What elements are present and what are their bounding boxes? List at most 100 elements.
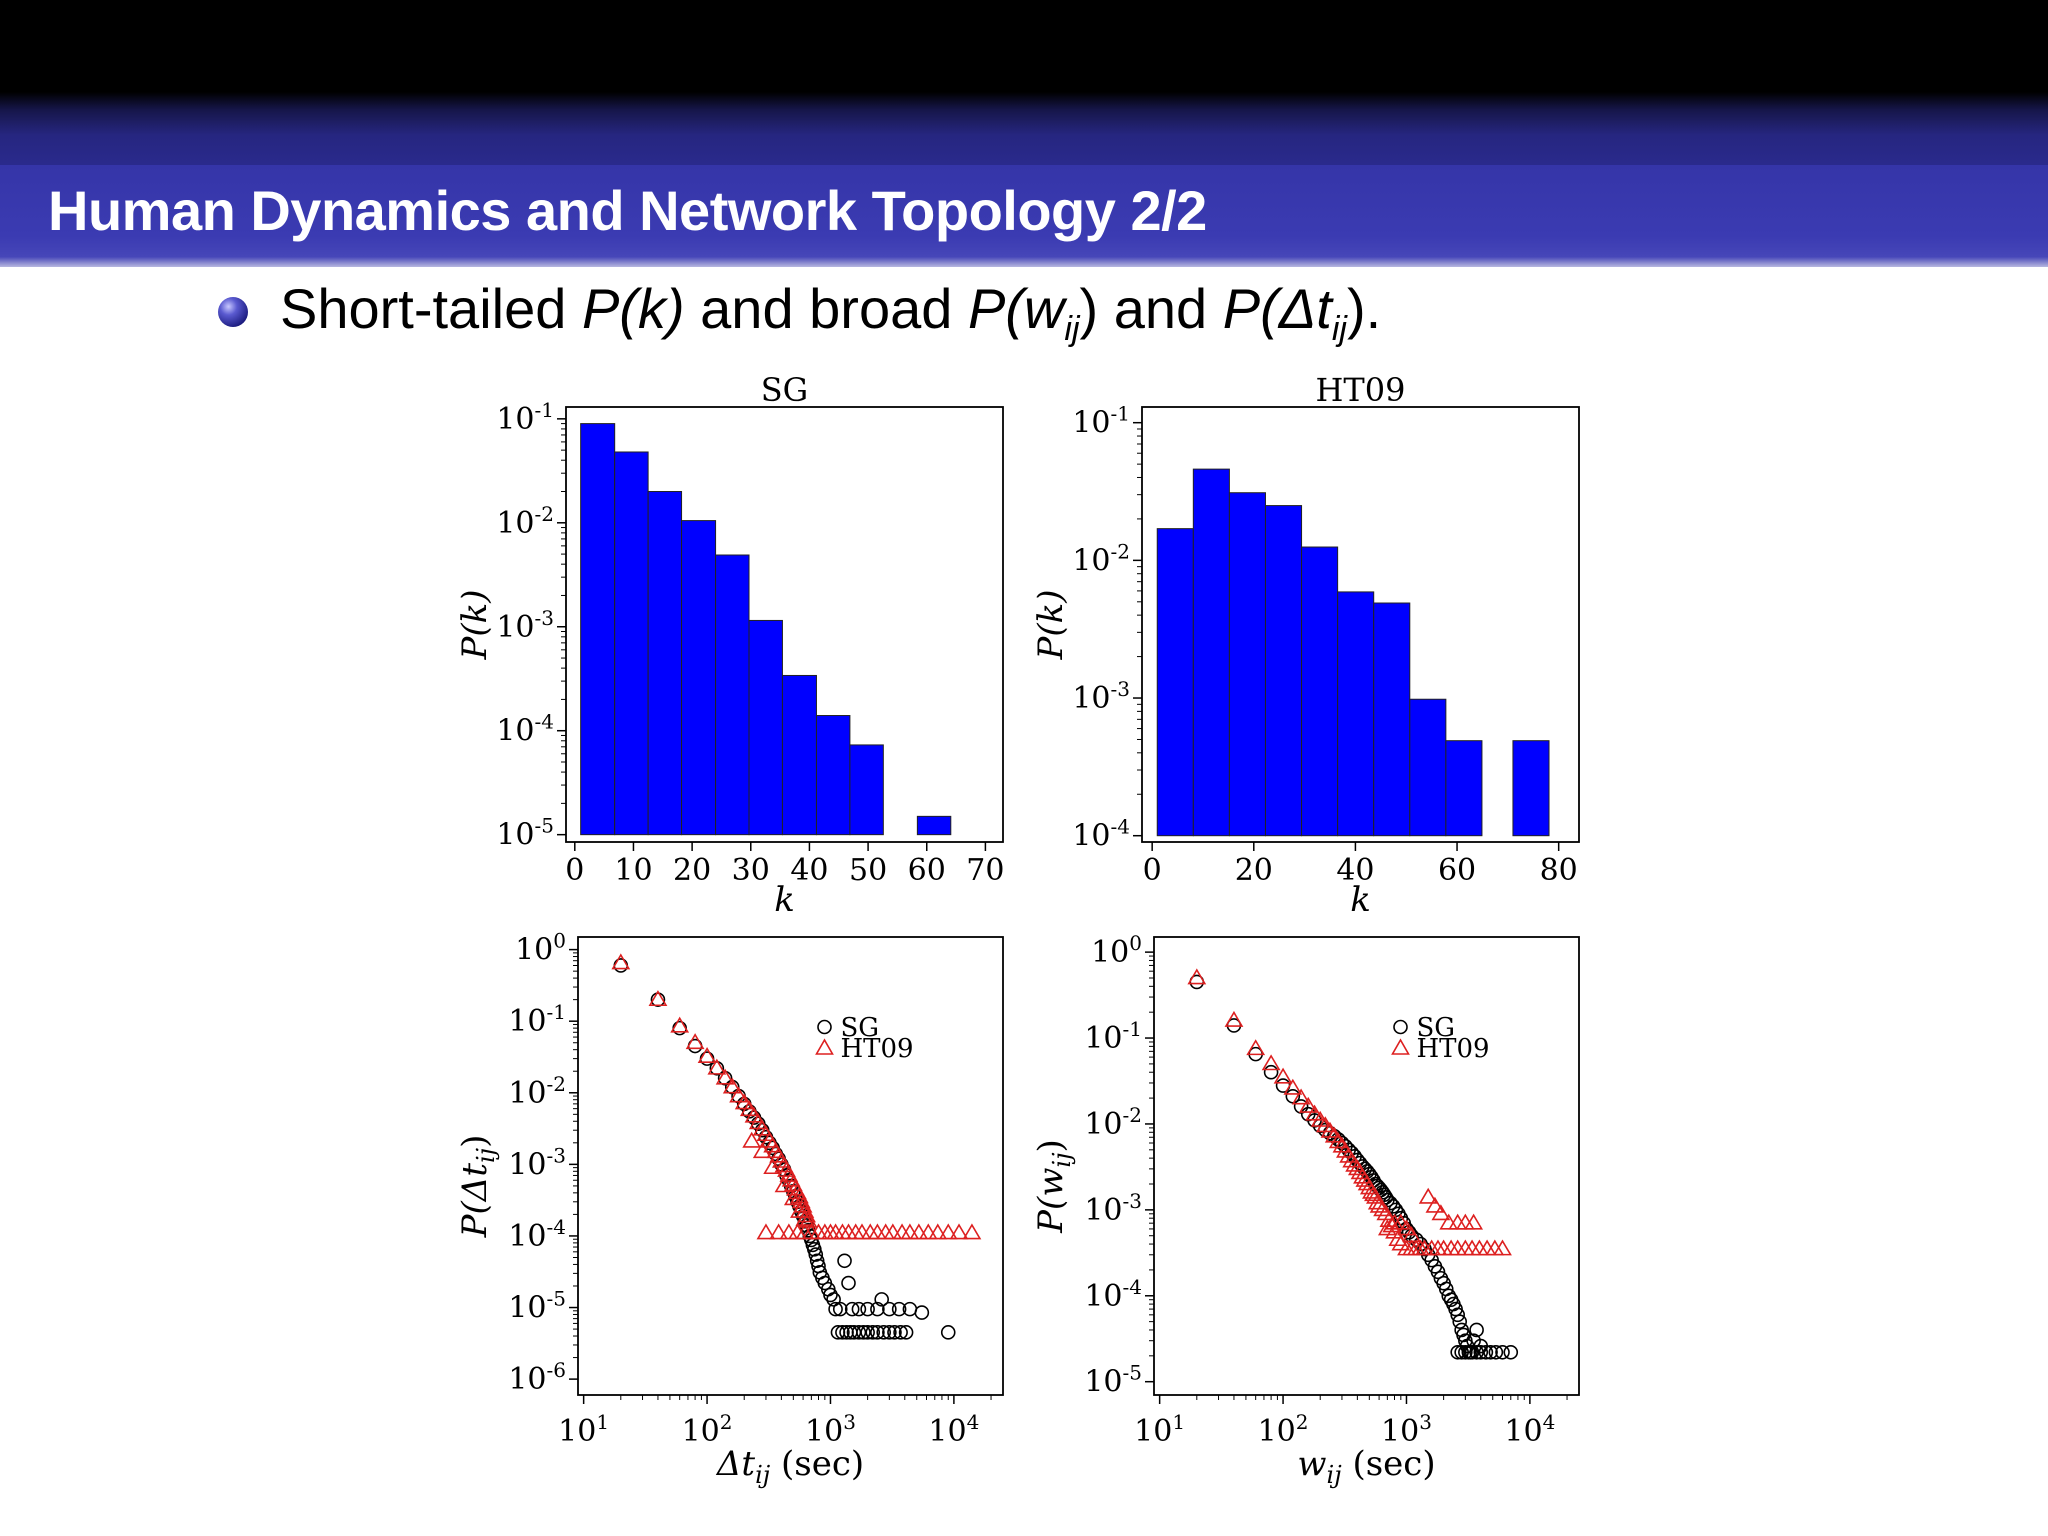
y-tick-label: 10-3	[508, 1143, 566, 1182]
point-sg	[837, 1253, 852, 1269]
point-ht09	[938, 1223, 958, 1240]
point-ht09	[715, 1068, 735, 1085]
bullet-pw-close: )	[1079, 276, 1099, 340]
histogram-bar	[580, 423, 616, 836]
point-sg	[1473, 1344, 1489, 1360]
point-ht09	[769, 1223, 789, 1240]
x-axis-label: wij (sec)	[1297, 1444, 1435, 1489]
point-sg	[851, 1325, 867, 1340]
histogram-bar	[1409, 698, 1447, 837]
y-tick-label: 100	[515, 929, 566, 968]
x-tick-label: 70	[966, 853, 1004, 888]
point-sg	[940, 1325, 956, 1340]
bullet-pw-sub: ij	[1064, 309, 1080, 348]
title-band	[0, 165, 2048, 267]
x-tick-label: 104	[928, 1410, 979, 1449]
legend-label-sg: SG	[1417, 1013, 1456, 1043]
x-tick-label: 0	[1143, 853, 1162, 888]
point-ht09	[949, 1223, 969, 1240]
histogram-bar	[1228, 492, 1266, 837]
point-ht09	[1283, 1078, 1303, 1095]
histogram-bar	[1264, 505, 1303, 837]
bullet-ball-icon	[218, 297, 248, 327]
point-ht09	[611, 953, 631, 970]
y-tick-label: 10-3	[1084, 1189, 1142, 1228]
y-axis-label: P(wij)	[1031, 1139, 1076, 1234]
point-sg	[876, 1325, 892, 1340]
y-tick-label: 10-2	[1072, 539, 1130, 578]
point-sg	[1263, 1064, 1279, 1080]
point-sg	[1478, 1344, 1494, 1360]
point-ht09	[648, 990, 668, 1007]
point-sg	[1488, 1344, 1504, 1360]
y-tick-label: 10-1	[496, 398, 554, 437]
point-ht09	[742, 1131, 762, 1148]
x-tick-label: 101	[558, 1410, 609, 1449]
point-sg	[672, 1020, 687, 1036]
y-tick-label: 100	[1091, 931, 1142, 970]
histogram-bar	[1337, 591, 1375, 837]
x-tick-label: 30	[732, 853, 770, 888]
y-tick-label: 10-4	[1084, 1275, 1142, 1314]
y-axis-label: P(k)	[1031, 589, 1071, 660]
point-sg	[826, 1292, 841, 1307]
bullet-pdt-sub: ij	[1331, 309, 1347, 348]
point-sg	[882, 1301, 897, 1317]
x-tick-label: 60	[908, 853, 946, 888]
x-tick-label: 102	[682, 1410, 733, 1449]
y-tick-label: 10-1	[1084, 1017, 1142, 1056]
histogram-bar	[681, 520, 717, 836]
histogram-bar	[1301, 546, 1339, 837]
point-sg	[887, 1325, 902, 1340]
point-ht09	[883, 1223, 903, 1240]
point-ht09	[1391, 1213, 1411, 1230]
point-ht09	[756, 1223, 776, 1240]
point-sg	[613, 958, 629, 973]
y-tick-label: 10-5	[508, 1287, 566, 1326]
x-tick-label: 80	[1540, 853, 1578, 888]
point-ht09	[1246, 1039, 1266, 1056]
point-ht09	[1365, 1187, 1385, 1204]
point-ht09	[685, 1033, 705, 1050]
legend-marker-sg	[1393, 1019, 1408, 1035]
point-sg	[808, 1247, 824, 1262]
legend-label-sg: SG	[841, 1013, 880, 1043]
point-ht09	[1464, 1213, 1484, 1230]
chart-title: HT09	[1316, 371, 1406, 409]
point-ht09	[918, 1223, 938, 1240]
histogram-bar	[715, 554, 750, 836]
x-tick-label: 40	[1336, 853, 1374, 888]
point-ht09	[1187, 968, 1207, 985]
point-ht09	[707, 1058, 727, 1075]
histogram-bar	[1373, 602, 1411, 837]
point-sg	[891, 1301, 907, 1317]
y-axis-label: P(Δtij)	[455, 1135, 500, 1239]
x-tick-label: 20	[1235, 853, 1273, 888]
bullet-pk: P(k)	[581, 276, 685, 340]
y-tick-label: 10-4	[508, 1215, 566, 1254]
point-sg	[1464, 1344, 1480, 1360]
point-ht09	[1369, 1196, 1389, 1213]
x-tick-label: 10	[614, 853, 652, 888]
slide-title: Human Dynamics and Network Topology 2/2	[48, 179, 1207, 242]
bullet-item: Short-tailed P(k) and broad P(wij) and P…	[218, 272, 1381, 352]
x-tick-label: 102	[1258, 1410, 1309, 1449]
histogram-bar	[1192, 468, 1230, 837]
point-sg	[851, 1301, 867, 1317]
x-tick-label: 101	[1134, 1410, 1185, 1449]
point-ht09	[1425, 1196, 1445, 1213]
point-ht09	[1439, 1213, 1459, 1230]
point-ht09	[798, 1211, 818, 1228]
point-ht09	[734, 1093, 754, 1110]
histogram-bar	[849, 744, 884, 836]
histogram-bar	[781, 674, 817, 836]
legend-marker-ht09	[1391, 1038, 1410, 1055]
x-tick-label: 104	[1504, 1410, 1555, 1449]
point-sg	[823, 1287, 838, 1303]
point-ht09	[1377, 1219, 1397, 1236]
point-sg	[1454, 1344, 1469, 1360]
point-ht09	[928, 1223, 948, 1240]
point-sg	[870, 1325, 885, 1340]
